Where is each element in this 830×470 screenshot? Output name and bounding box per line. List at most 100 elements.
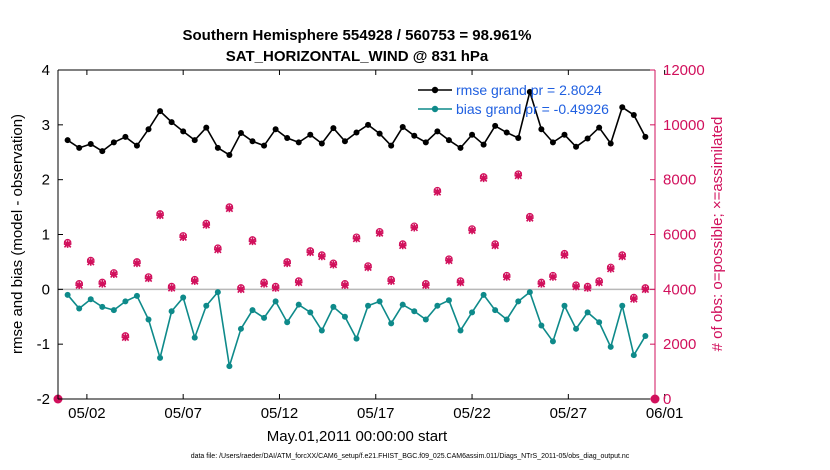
- rmse-point: [480, 141, 487, 148]
- obs-assimilated-point: [549, 273, 557, 281]
- rmse-point: [249, 138, 256, 145]
- bias-point: [549, 338, 556, 345]
- y-axis-label-right: # of obs: o=possible; ×=assimilated: [709, 117, 726, 352]
- y-tick-label-left: -1: [37, 336, 50, 353]
- rmse-point: [445, 137, 452, 144]
- chart-subtitle: SAT_HORIZONTAL_WIND @ 831 hPa: [226, 48, 489, 65]
- bias-point: [376, 298, 383, 305]
- bias-point: [249, 307, 256, 314]
- x-tick-label: 05/17: [357, 405, 395, 422]
- bias-point: [619, 302, 626, 309]
- rmse-point: [515, 134, 522, 141]
- y-tick-label-left: 1: [42, 227, 50, 244]
- obs-assimilated-point: [433, 188, 442, 196]
- y-tick-label-right: 4000: [663, 281, 696, 298]
- bias-point: [526, 289, 533, 296]
- y-tick-label-right: 6000: [663, 227, 696, 244]
- bias-point: [110, 307, 117, 314]
- bias-point: [122, 298, 129, 305]
- obs-assimilated-point: [630, 295, 638, 303]
- obs-assimilated-point: [190, 277, 199, 285]
- obs-assimilated-point: [641, 285, 650, 294]
- bias-point: [214, 289, 221, 296]
- rmse-point: [284, 134, 291, 141]
- bias-point: [87, 296, 94, 303]
- footnote: data file: /Users/raeder/DAI/ATM_forcXX/…: [191, 453, 630, 460]
- legend-rmse-marker: [431, 86, 439, 94]
- rmse-point: [411, 132, 418, 139]
- y-tick-label-right: 8000: [663, 172, 696, 189]
- obs-assimilated-point: [260, 280, 268, 288]
- bias-point: [411, 308, 418, 315]
- rmse-point: [538, 126, 545, 133]
- rmse-point: [168, 119, 175, 126]
- bias-point: [341, 313, 348, 320]
- rmse-point: [180, 128, 187, 135]
- bias-point: [515, 298, 522, 305]
- y-tick-label-left: 4: [42, 62, 50, 79]
- obs-assimilated-point: [514, 171, 523, 180]
- x-tick-label: 05/12: [261, 405, 299, 422]
- rmse-point: [422, 139, 429, 146]
- bias-point: [133, 292, 140, 299]
- obs-assimilated-point: [167, 284, 176, 292]
- y-tick-label-right: 10000: [663, 117, 705, 134]
- bias-point: [191, 334, 198, 341]
- obs-assimilated-point: [306, 248, 315, 257]
- rmse-point: [469, 131, 476, 138]
- bias-point: [157, 354, 164, 361]
- obs-assimilated-point: [572, 282, 580, 291]
- rmse-point: [399, 124, 406, 131]
- rmse-point: [295, 139, 302, 146]
- obs-assimilated-point: [364, 263, 372, 272]
- obs-assimilated-point: [225, 204, 234, 213]
- obs-assimilated-point: [398, 241, 407, 250]
- obs-assimilated-point: [144, 274, 153, 283]
- obs-assimilated-point: [618, 252, 627, 261]
- legend-rmse-label: rmse grand pr = 2.8024: [456, 82, 602, 98]
- obs-series-group: [53, 170, 660, 404]
- bias-point: [388, 320, 395, 327]
- obs-assimilated-point: [491, 241, 499, 250]
- rmse-point: [549, 139, 556, 146]
- rmse-point: [261, 142, 268, 149]
- rmse-point: [122, 133, 129, 140]
- obs-assimilated-point: [318, 252, 326, 261]
- obs-assimilated-point: [86, 258, 95, 266]
- obs-assimilated-point: [595, 278, 603, 287]
- obs-assimilated-point: [271, 284, 280, 292]
- obs-assimilated-point: [468, 226, 476, 235]
- bias-point: [261, 314, 268, 321]
- bias-point: [168, 308, 175, 315]
- obs-assimilated-point: [202, 221, 211, 229]
- bias-point: [596, 319, 603, 326]
- rmse-point: [365, 121, 372, 128]
- rmse-point: [330, 125, 337, 132]
- y-axis-label-left: rmse and bias (model - observation): [9, 114, 26, 354]
- chart-title: Southern Hemisphere 554928 / 560753 = 98…: [183, 27, 532, 44]
- rmse-point: [353, 129, 360, 136]
- bias-point: [573, 325, 580, 332]
- obs-assimilated-point: [329, 260, 338, 269]
- rmse-point: [157, 108, 164, 115]
- bias-point: [203, 302, 210, 309]
- rmse-point: [203, 124, 210, 131]
- obs-assimilated-point: [341, 281, 349, 290]
- bias-point: [180, 294, 187, 301]
- rmse-point: [87, 141, 94, 148]
- bias-point: [64, 291, 71, 298]
- bias-point: [284, 319, 291, 326]
- obs-assimilated-point: [156, 211, 164, 220]
- x-tick-label: 05/02: [68, 405, 106, 422]
- rmse-point: [191, 137, 198, 144]
- obs-assimilated-point: [560, 251, 569, 259]
- obs-assimilated-point: [110, 270, 118, 279]
- y-tick-label-right: 2000: [663, 336, 696, 353]
- rmse-point: [630, 111, 637, 118]
- obs-assimilated-point: [537, 280, 546, 288]
- rmse-point: [76, 144, 83, 151]
- bias-point: [642, 332, 649, 339]
- rmse-point: [226, 151, 233, 158]
- x-tick-label: 05/22: [453, 405, 491, 422]
